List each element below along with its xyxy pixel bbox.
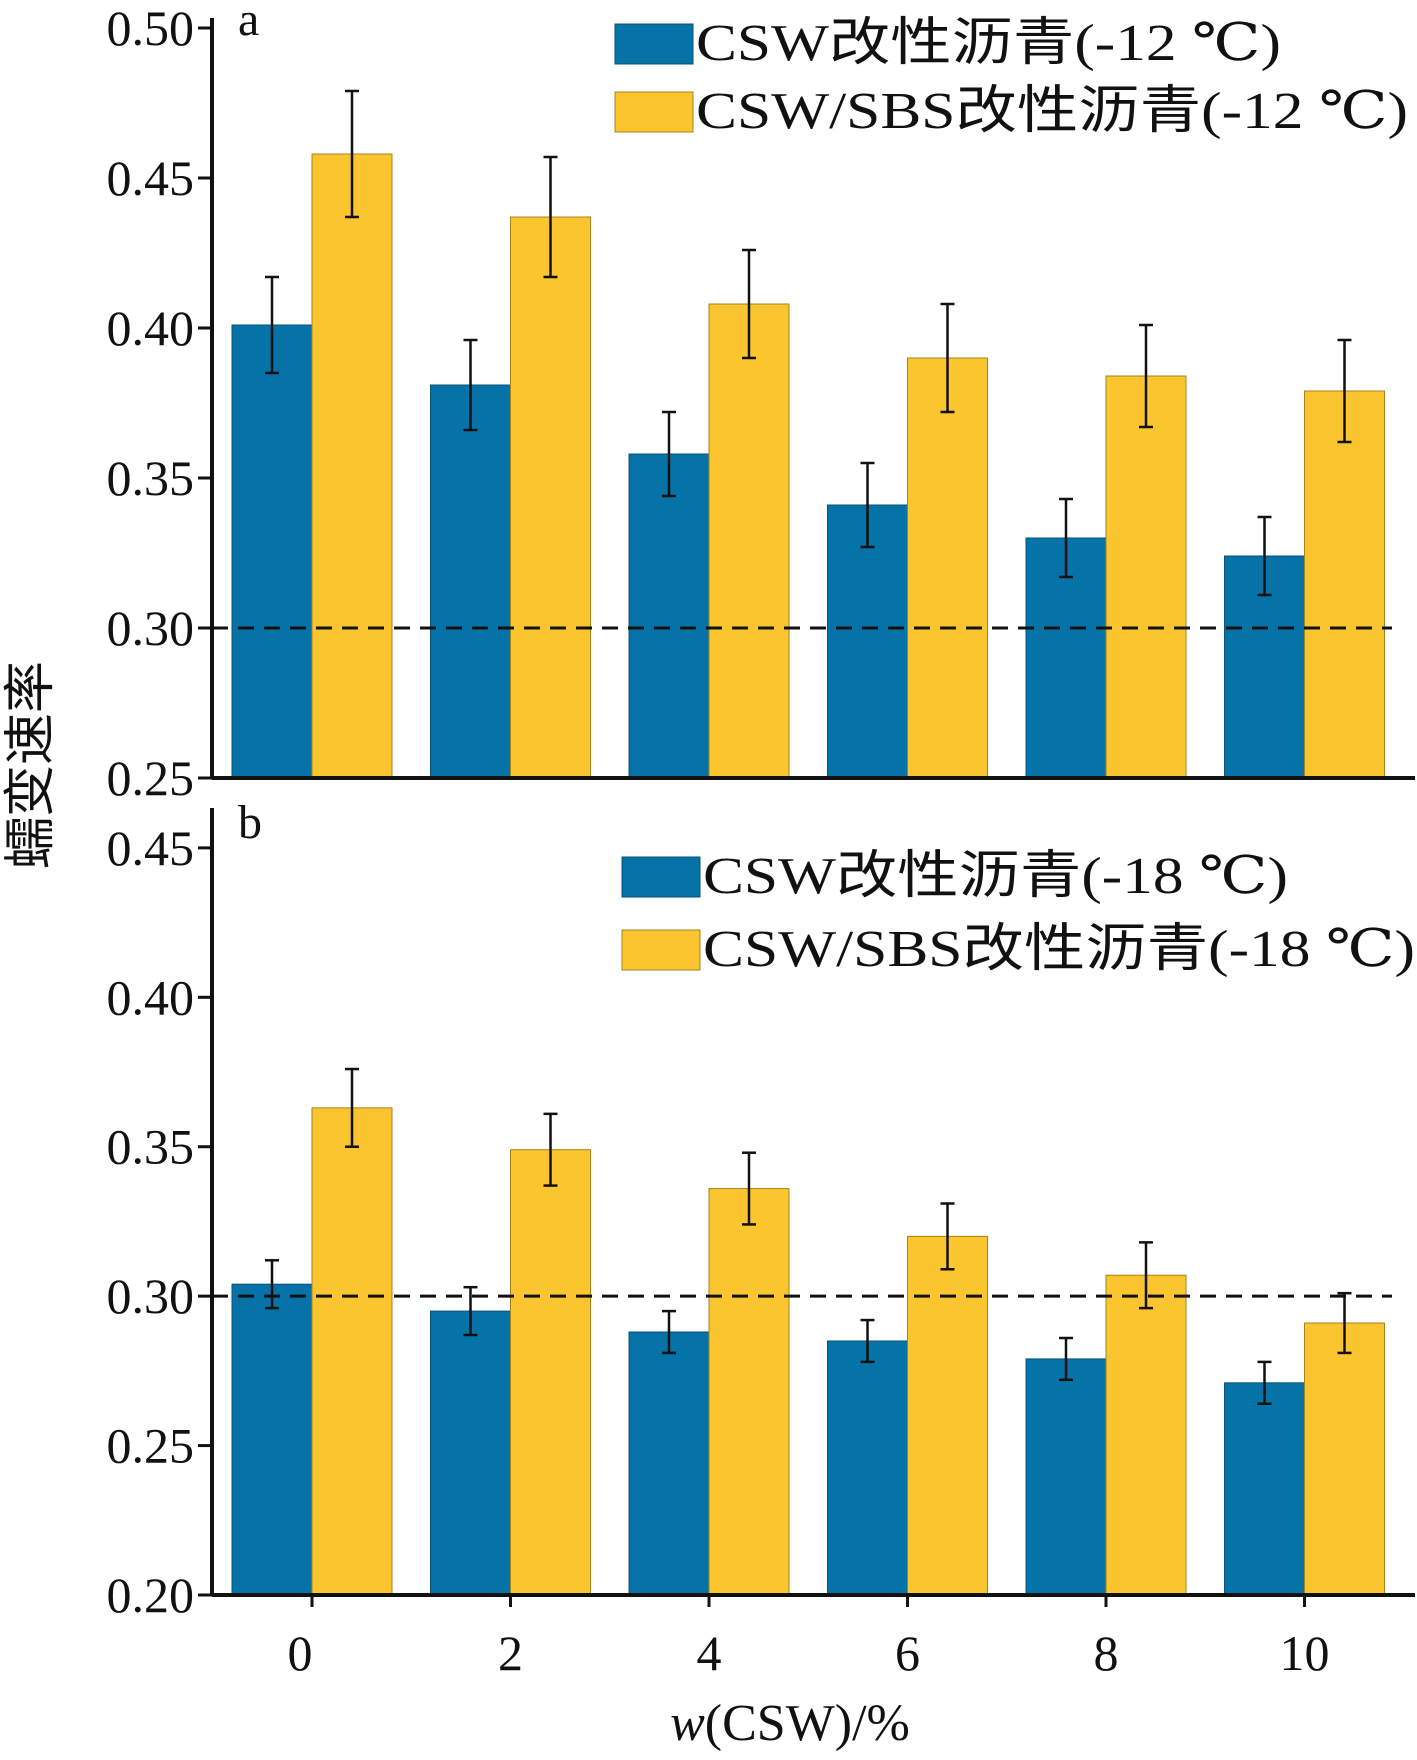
bar-a-s1-0 xyxy=(231,324,313,779)
x-tick-label: 2 xyxy=(498,1625,523,1681)
legend-swatch xyxy=(614,91,694,133)
bar-b-s2-10 xyxy=(1304,1322,1385,1596)
bar-a-s2-4 xyxy=(708,303,790,779)
y-tick-label: 0.40 xyxy=(107,300,195,356)
legend-label: CSW/SBS改性沥青(-12 ℃) xyxy=(696,83,1408,140)
bar-a-s1-4 xyxy=(628,453,710,779)
bar-b-s1-0 xyxy=(231,1283,313,1596)
bar-a-s2-0 xyxy=(311,153,393,779)
bar-b-s1-4 xyxy=(628,1331,710,1596)
y-tick-label: 0.40 xyxy=(107,969,195,1025)
panel-letter-a: a xyxy=(238,0,259,46)
x-axis-label: w(CSW)/% xyxy=(670,1695,910,1752)
legend-swatch xyxy=(614,23,694,65)
bar-b-s2-4 xyxy=(708,1188,790,1596)
y-tick-label: 0.35 xyxy=(107,1119,195,1175)
x-tick-label: 0 xyxy=(288,1625,313,1681)
bar-a-s2-10 xyxy=(1304,390,1385,779)
panel-a-chart: 0.25 0.30 0.35 0.40 0.45 0.50 a CSW改性沥青(-12 ℃) C… xyxy=(107,0,1415,806)
y-tick-label: 0.45 xyxy=(107,820,195,876)
bar-b-s1-2 xyxy=(430,1310,511,1596)
bar-b-s2-6 xyxy=(907,1235,988,1596)
legend-swatch xyxy=(621,929,701,971)
y-tick-label: 0.20 xyxy=(107,1567,195,1623)
bar-a-s2-8 xyxy=(1105,375,1187,779)
y-tick-label: 0.25 xyxy=(107,1418,195,1474)
bar-b-s2-0 xyxy=(311,1107,393,1596)
x-tick-label: 8 xyxy=(1094,1625,1119,1681)
y-tick-label: 0.30 xyxy=(107,600,195,656)
bar-a-s2-2 xyxy=(510,216,591,779)
y-tick-label: 0.50 xyxy=(107,0,195,56)
bar-b-s1-8 xyxy=(1025,1358,1107,1596)
x-tick-label: 6 xyxy=(895,1625,920,1681)
legend-label: CSW改性沥青(-18 ℃) xyxy=(703,848,1288,905)
y-tick-label: 0.30 xyxy=(107,1268,195,1324)
x-tick-label: 10 xyxy=(1280,1625,1330,1681)
bar-a-s2-6 xyxy=(907,357,988,779)
y-axis-label: 蠕变速率 xyxy=(3,661,60,869)
y-tick-label: 0.35 xyxy=(107,450,195,506)
y-tick-label: 0.45 xyxy=(107,150,195,206)
panel-letter-b: b xyxy=(238,796,262,849)
bar-b-s1-6 xyxy=(827,1340,908,1596)
legend-swatch xyxy=(621,856,701,898)
legend-label: CSW改性沥青(-12 ℃) xyxy=(696,15,1281,72)
legend-label: CSW/SBS改性沥青(-18 ℃) xyxy=(703,921,1415,978)
bar-b-s1-10 xyxy=(1224,1382,1305,1596)
x-axis-label-italic: w xyxy=(670,1695,705,1752)
panel-b-chart: 0.20 0.25 0.30 0.35 0.40 0.45 0 2 4 6 8 10 b CSW改性沥青(… xyxy=(107,796,1415,1681)
bar-b-s2-8 xyxy=(1105,1274,1187,1596)
y-tick-label: 0.25 xyxy=(107,750,195,806)
x-axis-label-rest: (CSW)/% xyxy=(705,1695,910,1752)
bar-a-s1-2 xyxy=(430,384,511,779)
x-tick-label: 4 xyxy=(697,1625,722,1681)
bar-b-s2-2 xyxy=(510,1149,591,1596)
